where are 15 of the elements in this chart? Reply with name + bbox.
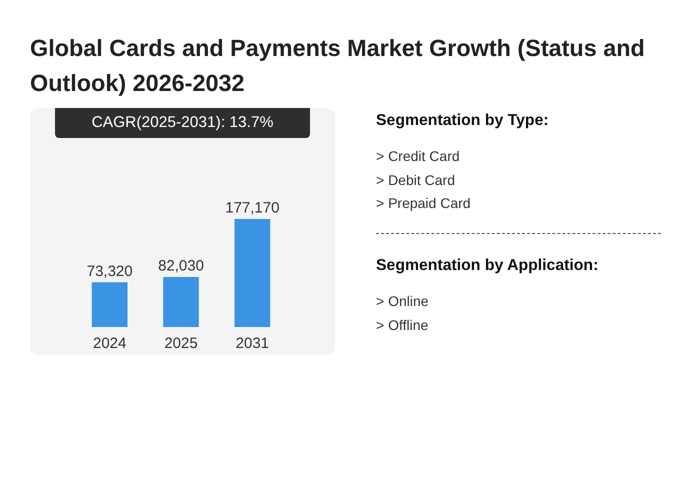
text: CAGR(2025-2031): 13.7%: [55, 108, 310, 138]
data-label: 177,170: [225, 200, 280, 217]
text: > Debit Card: [376, 170, 456, 190]
x-tick-label: 2025: [164, 335, 198, 352]
data-label: 73,320: [86, 262, 133, 280]
x-tick-label: 2031: [236, 335, 270, 352]
text: > Online: [376, 292, 430, 311]
text: > Credit Card: [376, 147, 461, 166]
text: Segmentation by Application:: [376, 256, 600, 276]
data-label: 82,030: [158, 258, 204, 275]
text: Global Cards and Payments Market Growth (Status and Outlook) 2026-2032: [30, 34, 646, 98]
text: Segmentation by Type:: [376, 111, 550, 131]
text: > Offline: [376, 316, 430, 334]
x-tick-label: 2024: [92, 335, 126, 352]
text: > Prepaid Card: [376, 194, 472, 213]
